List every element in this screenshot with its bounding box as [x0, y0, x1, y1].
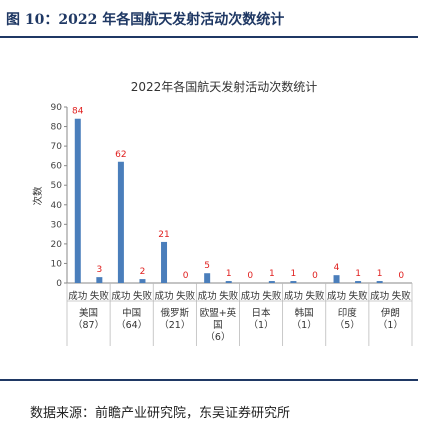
data-label-fail: 0 — [183, 271, 189, 281]
y-tick-label: 40 — [51, 201, 63, 211]
category-fail-label: 失败 — [305, 290, 325, 302]
y-axis-label: 次数 — [32, 186, 44, 206]
bar-fail — [355, 281, 362, 283]
country-name: 日本 — [252, 307, 272, 319]
y-tick-label: 10 — [51, 259, 63, 269]
category-success-label: 成功 — [155, 290, 174, 302]
country-total: （87） — [73, 319, 104, 331]
y-tick-label: 80 — [51, 123, 63, 133]
bar-success — [204, 273, 211, 283]
country-name: 欧盟+英 — [200, 307, 237, 319]
bar-success — [117, 161, 124, 283]
country-total: （64） — [116, 319, 147, 331]
y-tick-label: 50 — [51, 181, 63, 191]
data-label-success: 0 — [247, 271, 253, 281]
category-fail-label: 失败 — [262, 290, 282, 302]
category-fail-label: 失败 — [392, 290, 412, 302]
category-success-label: 成功 — [241, 290, 260, 302]
data-label-success: 5 — [204, 261, 210, 271]
country-name: 中国 — [122, 307, 141, 319]
category-fail-label: 失败 — [133, 290, 153, 302]
chart-title: 2022年各国航天发射活动次数统计 — [131, 79, 318, 94]
country-total: （6） — [205, 331, 230, 343]
bar-fail — [139, 279, 146, 283]
y-ticks: 0 10 20 30 40 50 60 70 80 90 — [51, 103, 67, 289]
category-success-label: 成功 — [198, 290, 217, 302]
category-fail-label: 失败 — [219, 290, 239, 302]
country-name: 印度 — [338, 307, 358, 319]
bar-success — [161, 241, 168, 283]
bar-success — [290, 281, 297, 283]
bar-fail — [225, 281, 232, 283]
data-label-success: 62 — [115, 150, 126, 160]
top-rule — [0, 36, 418, 38]
bars — [74, 118, 383, 283]
bottom-rule — [0, 379, 418, 381]
y-tick-label: 30 — [51, 220, 63, 230]
data-label-fail: 1 — [269, 269, 275, 279]
y-tick-label: 90 — [51, 103, 63, 113]
bar-fail — [268, 281, 275, 283]
category-success-label: 成功 — [111, 290, 130, 302]
country-name: 美国 — [79, 307, 98, 319]
y-tick-label: 0 — [56, 279, 62, 289]
country-name: 俄罗斯 — [161, 307, 190, 319]
category-fail-label: 失败 — [349, 290, 369, 302]
y-tick-label: 70 — [51, 142, 63, 152]
axes — [66, 107, 413, 346]
category-success-label: 成功 — [284, 290, 303, 302]
country-name: 韩国 — [295, 307, 314, 319]
data-label-fail: 1 — [355, 269, 361, 279]
data-label-fail: 0 — [398, 271, 404, 281]
category-success-label: 成功 — [327, 290, 346, 302]
country-total: （1） — [378, 319, 403, 331]
category-fail-label: 失败 — [176, 290, 196, 302]
source-note: 数据来源：前瞻产业研究院，东吴证券研究所 — [30, 406, 291, 421]
bar-fail — [96, 277, 103, 283]
country-name: 伊朗 — [381, 307, 400, 319]
figure-title: 图 10：2022 年各国航天发射活动次数统计 — [6, 12, 285, 28]
bar-success — [74, 118, 81, 283]
category-success-label: 成功 — [370, 290, 389, 302]
country-total: （1） — [249, 319, 274, 331]
category-success-label: 成功 — [68, 290, 87, 302]
data-label-success: 21 — [158, 230, 169, 240]
country-name: 国 — [213, 320, 223, 331]
country-total: （5） — [335, 319, 360, 331]
data-label-success: 1 — [291, 269, 297, 279]
bar-success — [333, 275, 340, 283]
data-label-fail: 1 — [226, 269, 232, 279]
country-total: （21） — [159, 319, 190, 331]
data-label-fail: 2 — [140, 267, 146, 277]
y-tick-label: 20 — [51, 240, 63, 250]
data-label-fail: 0 — [312, 271, 318, 281]
data-label-success: 84 — [72, 107, 84, 117]
bar-success — [376, 281, 383, 283]
data-label-success: 1 — [377, 269, 383, 279]
category-fail-label: 失败 — [90, 290, 110, 302]
country-total: （1） — [292, 319, 317, 331]
y-tick-label: 60 — [51, 162, 63, 172]
data-label-success: 4 — [334, 263, 340, 273]
data-label-fail: 3 — [96, 265, 102, 275]
